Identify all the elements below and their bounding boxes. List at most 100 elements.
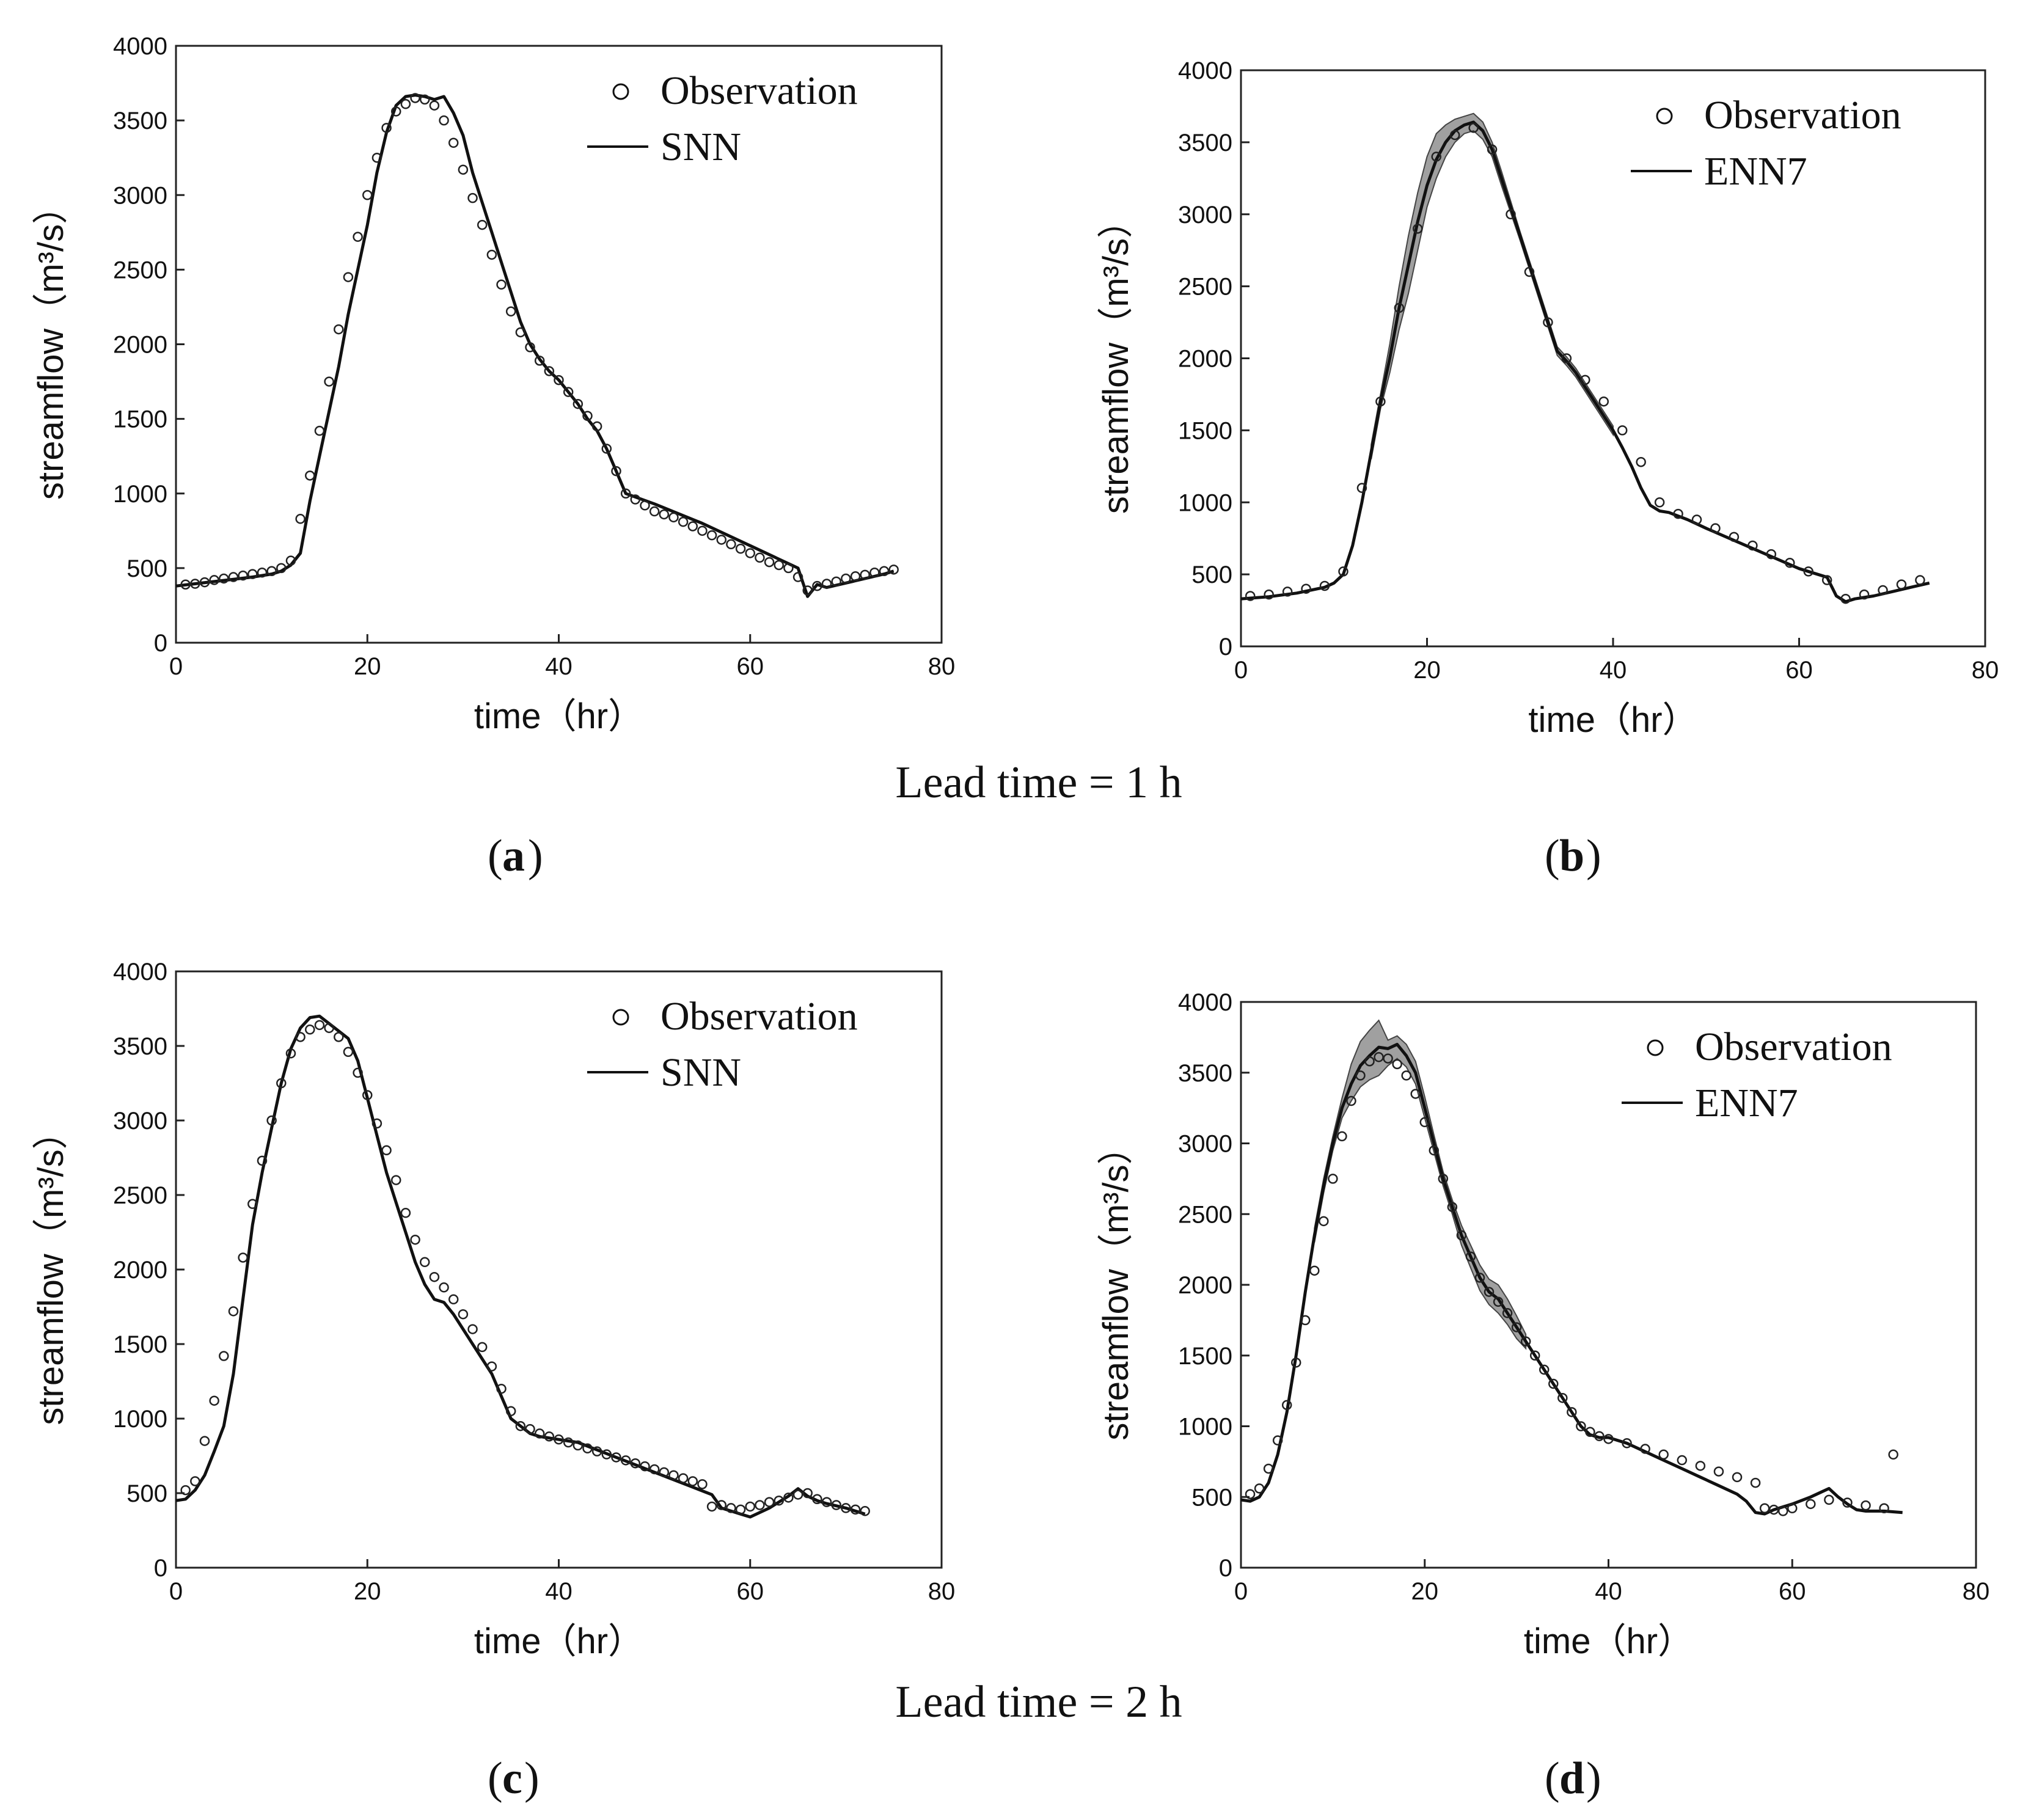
x-tick-label: 20 — [354, 1578, 381, 1605]
observation-point — [247, 569, 258, 579]
observation-point — [668, 1470, 679, 1480]
observation-point — [1750, 1477, 1761, 1488]
observation-point — [1374, 1052, 1384, 1062]
observation-point — [1673, 508, 1683, 519]
observation-point — [888, 565, 899, 575]
observation-point — [525, 1423, 535, 1434]
observation-point — [353, 1067, 363, 1078]
observation-point — [582, 1443, 593, 1454]
panel-label-a: ( a ) — [488, 831, 543, 881]
observation-point — [1695, 1461, 1706, 1471]
observation-point — [1759, 1503, 1770, 1514]
observation-point — [1413, 224, 1423, 234]
y-tick-label: 3500 — [1178, 130, 1232, 156]
observation-point — [554, 1434, 564, 1445]
observation-point — [659, 1467, 670, 1478]
observation-point — [831, 576, 841, 587]
observation-point — [305, 470, 315, 481]
observation-point — [1245, 591, 1256, 601]
x-tick-label: 60 — [737, 1578, 764, 1605]
observation-point — [534, 1428, 545, 1439]
observation-point — [1502, 1308, 1513, 1318]
observation-point — [630, 494, 641, 505]
caption-lead-time-2h: Lead time = 2 h — [895, 1677, 1182, 1727]
observation-point — [706, 530, 717, 541]
observation-point — [649, 506, 660, 517]
observation-point — [1567, 1407, 1577, 1417]
observation-point — [1456, 1230, 1467, 1241]
observation-point — [199, 1436, 210, 1446]
observation-point — [697, 1479, 708, 1489]
observation-point — [1861, 1500, 1871, 1511]
observation-point — [678, 516, 689, 527]
observation-point — [1431, 152, 1441, 162]
x-tick-label: 40 — [545, 1578, 573, 1605]
y-tick-label: 3500 — [113, 108, 167, 134]
observation-point — [1732, 1472, 1743, 1483]
y-tick-label: 2500 — [1178, 274, 1232, 301]
y-tick-label: 1000 — [1178, 1414, 1232, 1441]
y-tick-label: 2000 — [113, 1257, 167, 1284]
observation-point — [1447, 1202, 1458, 1212]
observation-point — [1319, 1216, 1329, 1227]
observation-point — [659, 509, 670, 520]
observation-point — [324, 376, 334, 387]
observation-point — [381, 123, 392, 133]
y-tick-label: 2500 — [113, 257, 167, 283]
legend-observation-label: Observation — [661, 994, 858, 1039]
observation-point — [257, 567, 268, 578]
observation-point — [573, 398, 584, 409]
observation-point — [735, 543, 746, 554]
observation-point — [821, 1497, 832, 1507]
observation-point — [400, 99, 411, 109]
y-tick-label: 500 — [1191, 561, 1232, 588]
observation-point — [419, 94, 430, 105]
observation-point — [755, 1500, 765, 1510]
observation-point — [668, 512, 679, 523]
legend-observation-marker — [612, 1009, 629, 1026]
observation-point — [285, 555, 296, 566]
x-tick-label: 20 — [354, 653, 381, 680]
observation-point — [1598, 396, 1609, 407]
observation-point — [841, 1503, 851, 1513]
observation-point — [467, 1324, 478, 1334]
legend-model-label: ENN7 — [1704, 149, 1807, 194]
observation-point — [601, 1449, 612, 1460]
observation-point — [410, 93, 420, 103]
observation-point — [1821, 575, 1832, 585]
panel-d: 0 20 40 60 80 0 500 1000 1500 2000 2500 3000 3500 400… — [1096, 989, 1989, 1661]
observation-point — [1337, 1131, 1347, 1142]
observation-point — [1840, 593, 1851, 604]
observation-point — [831, 1500, 841, 1510]
y-tick-label: 0 — [1219, 1555, 1232, 1582]
observation-point — [1309, 1265, 1320, 1276]
observation-point — [314, 1020, 325, 1031]
observation-point — [792, 572, 803, 582]
observation-point — [1272, 1435, 1283, 1445]
observation-point — [812, 580, 822, 591]
observation-point — [1766, 549, 1777, 560]
observation-point — [802, 585, 813, 596]
x-axis-label: time（hr） — [474, 696, 643, 736]
observation-point — [353, 232, 363, 242]
observation-point — [400, 1208, 411, 1218]
observation-point — [544, 366, 555, 376]
panel-label-b: ( b ) — [1545, 831, 1601, 881]
observation-point — [390, 106, 401, 117]
observation-point — [1529, 1350, 1540, 1361]
x-tick-label: 40 — [545, 653, 573, 680]
observation-point — [1328, 1174, 1338, 1184]
observation-point — [238, 570, 248, 581]
y-tick-label: 1000 — [113, 1406, 167, 1433]
uncertainty-band — [1370, 112, 1614, 459]
observation-point — [591, 1446, 602, 1456]
plot-frame — [1240, 1001, 1977, 1569]
caption-lead-time-1h: Lead time = 1 h — [895, 758, 1182, 808]
observation-point — [563, 387, 574, 397]
observation-point — [390, 1175, 401, 1185]
observation-point — [1524, 266, 1535, 277]
panel-label-c: ( c ) — [488, 1753, 540, 1804]
observation-point — [381, 1145, 392, 1156]
panel-b: 0 20 40 60 80 0 500 1000 1500 2000 2500 3000 3500 400… — [1096, 57, 1999, 740]
observation-point — [601, 444, 612, 454]
